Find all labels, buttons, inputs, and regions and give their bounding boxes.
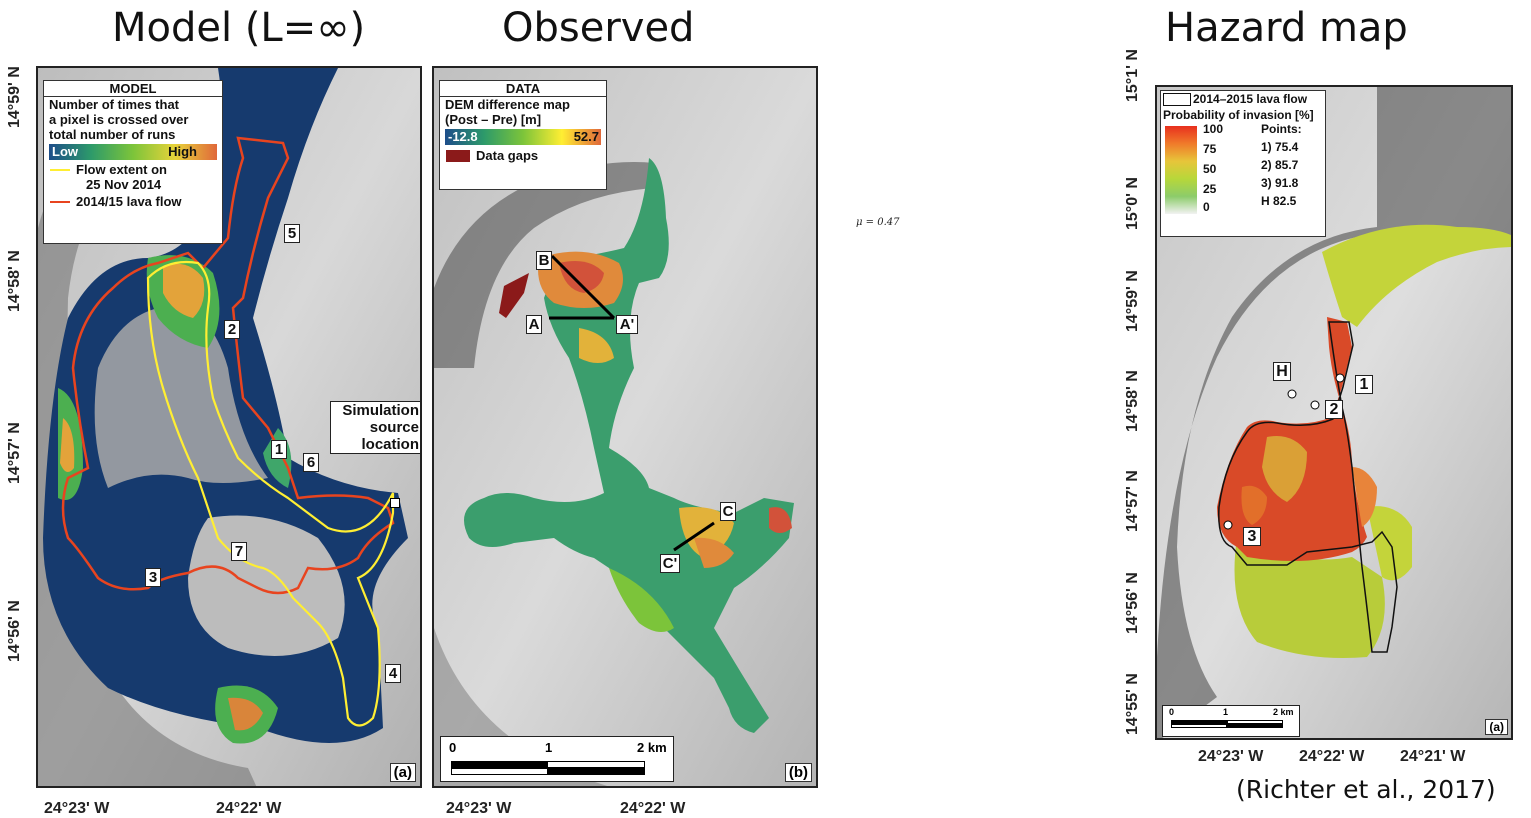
- mu-label: μ = 0.47: [856, 217, 900, 228]
- profile-label: C': [660, 554, 680, 573]
- legend-flow-extent: Flow extent on: [76, 162, 167, 177]
- profile-label: A: [526, 315, 542, 334]
- legend-title: MODEL: [44, 81, 222, 97]
- legend-desc: a pixel is crossed over: [49, 112, 189, 127]
- panel-tag: (a): [389, 763, 416, 782]
- lon-label: 24°22' W: [216, 800, 282, 817]
- legend-title: DATA: [440, 81, 606, 97]
- legend-desc: total number of runs: [49, 127, 176, 142]
- point-label: 4: [385, 664, 401, 683]
- lat-label: 14°59' N: [6, 66, 23, 128]
- legend-gaps: Data gaps: [476, 148, 539, 163]
- scale-2: 2 km: [637, 740, 667, 755]
- point-value: 1) 75.4: [1261, 140, 1299, 154]
- hazard-title: Hazard map: [1165, 5, 1408, 51]
- citation: (Richter et al., 2017): [1236, 775, 1496, 804]
- hazard-map: 2014–2015 lava flow Probability of invas…: [1155, 85, 1513, 740]
- probability-colorbar: [1165, 126, 1197, 214]
- scale-0: 0: [1169, 707, 1175, 717]
- scale-bar: 0 1 2 km: [1162, 705, 1300, 737]
- legend-high: High: [168, 144, 197, 159]
- lat-label: 15°1' N: [1124, 49, 1141, 102]
- marker-label: 1: [1355, 375, 1373, 394]
- legend-prob: Probability of invasion [%]: [1163, 108, 1314, 122]
- lon-label: 24°23' W: [1198, 748, 1264, 765]
- yellow-line-swatch: [50, 169, 70, 171]
- model-map: MODEL Number of times that a pixel is cr…: [36, 66, 422, 788]
- lon-label: 24°23' W: [446, 800, 512, 817]
- point-label: 5: [284, 224, 300, 243]
- source-line: location: [361, 436, 419, 453]
- point-label: 7: [231, 542, 247, 561]
- level-label: 25: [1203, 182, 1217, 196]
- point-label: 1: [271, 440, 287, 459]
- model-legend: MODEL Number of times that a pixel is cr…: [43, 80, 223, 244]
- level-label: 75: [1203, 142, 1217, 156]
- legend-desc: Number of times that: [49, 97, 180, 112]
- scale-bar: 0 1 2 km: [440, 736, 674, 782]
- lat-label: 14°58' N: [6, 250, 23, 312]
- marker-label: H: [1273, 362, 1291, 381]
- legend-desc: DEM difference map: [445, 97, 570, 112]
- scale-2: 2 km: [1273, 707, 1294, 717]
- marker-label: 2: [1325, 400, 1343, 419]
- point-label: 3: [145, 568, 161, 587]
- profile-label: A': [616, 315, 638, 334]
- legend-lava-flow: 2014/15 lava flow: [76, 194, 182, 209]
- observed-map: DATA DEM difference map (Post – Pre) [m]…: [432, 66, 818, 788]
- level-label: 50: [1203, 162, 1217, 176]
- source-location-label: Simulation source location: [330, 401, 420, 454]
- legend-min: -12.8: [448, 129, 478, 144]
- level-label: 100: [1203, 122, 1224, 136]
- point-label: 6: [303, 453, 319, 472]
- lon-label: 24°21' W: [1400, 748, 1466, 765]
- red-line-swatch: [50, 201, 70, 203]
- legend-max: 52.7: [573, 129, 599, 144]
- data-gap-swatch: [446, 150, 470, 162]
- hazard-legend: 2014–2015 lava flow Probability of invas…: [1160, 90, 1326, 237]
- lon-label: 24°23' W: [44, 800, 110, 817]
- marker-label: 3: [1243, 527, 1261, 546]
- legend-colorbar: -12.8 52.7: [445, 129, 601, 145]
- point-value: 2) 85.7: [1261, 158, 1299, 172]
- profile-label: C: [720, 502, 736, 521]
- scale-1: 1: [545, 740, 553, 755]
- legend-desc: (Post – Pre) [m]: [445, 112, 542, 127]
- legend-low: Low: [52, 144, 78, 159]
- lat-label: 14°56' N: [1124, 572, 1141, 634]
- lat-label: 14°55' N: [1124, 673, 1141, 735]
- lava-outline-swatch: [1163, 93, 1191, 106]
- legend-flow-date: 25 Nov 2014: [86, 177, 162, 192]
- source-line: Simulation: [342, 402, 419, 419]
- point-value: 3) 91.8: [1261, 176, 1299, 190]
- source-line: source: [369, 419, 419, 436]
- lat-label: 14°59' N: [1124, 270, 1141, 332]
- observed-title: Observed: [502, 5, 695, 51]
- lon-label: 24°22' W: [1299, 748, 1365, 765]
- legend-lava: 2014–2015 lava flow: [1193, 92, 1308, 106]
- panel-tag: (b): [784, 763, 812, 782]
- lat-label: 14°56' N: [6, 600, 23, 662]
- lat-label: 15°0' N: [1124, 177, 1141, 230]
- data-legend: DATA DEM difference map (Post – Pre) [m]…: [439, 80, 607, 190]
- lat-label: 14°57' N: [6, 422, 23, 484]
- level-label: 0: [1203, 200, 1210, 214]
- point-label: 2: [224, 320, 240, 339]
- lat-label: 14°57' N: [1124, 470, 1141, 532]
- legend-colorbar: Low High: [49, 144, 217, 160]
- lon-label: 24°22' W: [620, 800, 686, 817]
- scale-1: 1: [1223, 707, 1229, 717]
- source-marker: [390, 498, 400, 508]
- scale-0: 0: [449, 740, 457, 755]
- points-title: Points:: [1261, 122, 1302, 136]
- model-title: Model (L=∞): [112, 5, 366, 51]
- profile-label: B: [536, 251, 552, 270]
- point-value: H 82.5: [1261, 194, 1297, 208]
- lat-label: 14°58' N: [1124, 370, 1141, 432]
- panel-tag: (a): [1485, 719, 1508, 735]
